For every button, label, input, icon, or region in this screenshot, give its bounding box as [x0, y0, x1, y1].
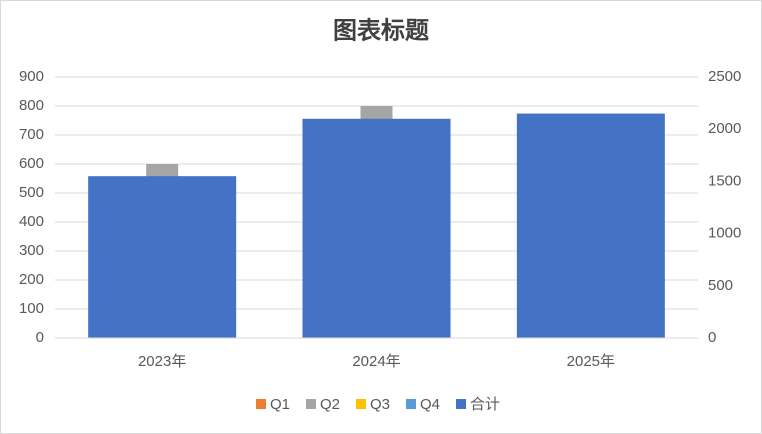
total-bar — [516, 113, 665, 338]
legend-label: Q1 — [270, 396, 290, 413]
legend-label: Q4 — [420, 396, 440, 413]
legend-swatch — [356, 399, 366, 409]
y2-tick-label: 500 — [708, 277, 733, 294]
y-tick-label: 200 — [19, 271, 44, 288]
y-tick-label: 600 — [19, 155, 44, 172]
y2-tick-label: 2000 — [708, 120, 741, 137]
x-tick-label: 2023年 — [138, 353, 186, 370]
y-tick-label: 500 — [19, 184, 44, 201]
x-tick-label: 2025年 — [567, 353, 615, 370]
total-bar — [88, 176, 237, 338]
chart-title: 图表标题 — [333, 17, 429, 44]
y-tick-label: 700 — [19, 126, 44, 143]
legend-label: 合计 — [470, 396, 500, 413]
y-tick-label: 100 — [19, 300, 44, 317]
legend-swatch — [406, 399, 416, 409]
legend-swatch — [306, 399, 316, 409]
y2-tick-label: 1500 — [708, 172, 741, 189]
legend-swatch — [456, 399, 466, 409]
y-tick-label: 900 — [19, 68, 44, 85]
y-tick-label: 0 — [36, 329, 44, 346]
legend-swatch — [256, 399, 266, 409]
legend-label: Q2 — [320, 396, 340, 413]
x-tick-label: 2024年 — [352, 353, 400, 370]
total-bar — [302, 118, 451, 338]
y2-tick-label: 1000 — [708, 225, 741, 242]
y-tick-label: 800 — [19, 97, 44, 114]
y-tick-label: 300 — [19, 242, 44, 259]
y2-tick-label: 0 — [708, 329, 716, 346]
y-tick-label: 400 — [19, 213, 44, 230]
legend-label: Q3 — [370, 396, 390, 413]
y2-tick-label: 2500 — [708, 68, 741, 85]
